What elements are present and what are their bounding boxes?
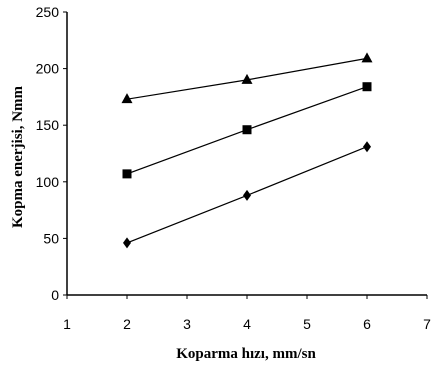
data-point-diamond	[363, 141, 371, 153]
series-lines	[126, 57, 368, 244]
y-tick-label: 100	[36, 174, 60, 190]
data-point-square	[122, 169, 132, 179]
y-tick-label: 150	[36, 117, 60, 133]
data-point-triangle	[241, 73, 253, 84]
x-tick-label: 2	[123, 316, 131, 332]
y-tick-label: 50	[43, 230, 59, 246]
axis-ticks: 0 50 100 150 200 250 1 2 3 4 5 6 7	[36, 4, 431, 332]
data-point-square	[242, 125, 252, 135]
x-tick-label: 3	[183, 316, 191, 332]
data-point-diamond	[123, 237, 131, 249]
data-point-triangle	[121, 93, 133, 104]
data-point-square	[362, 82, 372, 92]
x-tick-label: 7	[423, 316, 431, 332]
series-points	[121, 52, 373, 249]
y-tick-label: 250	[36, 4, 60, 20]
x-tick-label: 6	[363, 316, 371, 332]
y-axis-label: Kopma enerjisi, Nmm	[10, 85, 26, 228]
x-tick-label: 5	[303, 316, 311, 332]
y-tick-label: 0	[51, 287, 59, 303]
y-tick-label: 200	[36, 61, 60, 77]
axes	[66, 12, 427, 296]
x-tick-label: 4	[243, 316, 251, 332]
data-point-diamond	[243, 189, 251, 201]
data-point-triangle	[361, 52, 373, 63]
x-axis-label: Koparma hızı, mm/sn	[176, 346, 316, 362]
x-tick-label: 1	[63, 316, 71, 332]
